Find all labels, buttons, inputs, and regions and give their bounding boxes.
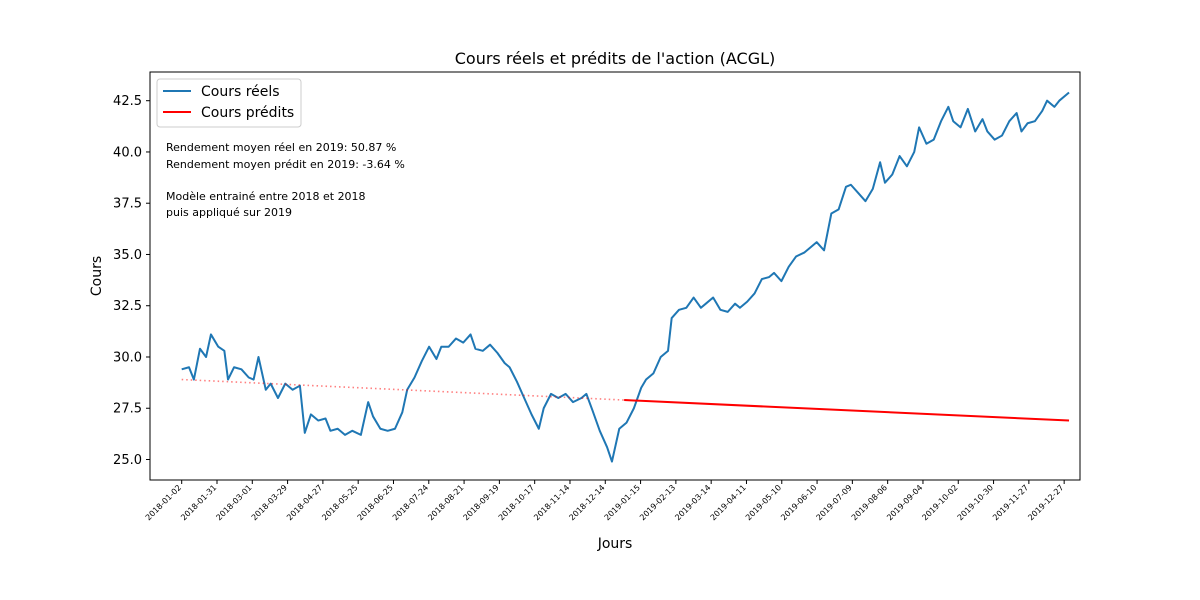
- y-tick-label: 42.5: [113, 94, 142, 109]
- y-axis: 25.0 27.5 30.0 32.5 35.0 37.5 40.0 42.5: [113, 94, 150, 468]
- series-line-predicted: [624, 399, 1070, 422]
- y-axis-title: Cours: [89, 256, 105, 296]
- x-tick-label: 2018-06-25: [356, 483, 395, 522]
- x-tick-label: 2019-05-10: [744, 483, 783, 522]
- x-tick-label: 2019-12-27: [1026, 483, 1065, 522]
- x-tick-label: 2019-01-15: [603, 483, 642, 522]
- x-tick-label: 2018-10-17: [497, 483, 536, 522]
- legend-label-real: Cours réels: [201, 84, 280, 100]
- x-tick-label: 2018-03-01: [214, 483, 253, 522]
- y-tick-label: 27.5: [113, 402, 142, 417]
- x-tick-label: 2019-06-10: [779, 483, 818, 522]
- x-axis: 2018-01-022018-01-312018-03-012018-03-29…: [144, 480, 1066, 522]
- x-tick-label: 2018-04-27: [285, 483, 324, 522]
- x-tick-label: 2018-03-29: [250, 483, 289, 522]
- x-tick-label: 2019-04-11: [709, 483, 748, 522]
- x-axis-title: Jours: [597, 536, 633, 552]
- x-tick-label: 2019-10-30: [956, 483, 995, 522]
- legend: Cours réels Cours prédits: [156, 78, 302, 128]
- x-tick-label: 2019-11-27: [991, 483, 1030, 522]
- annotation-applied-year: puis appliqué sur 2019: [166, 206, 292, 219]
- series-line-real: [181, 91, 1070, 463]
- y-tick-label: 37.5: [113, 197, 142, 212]
- x-tick-label: 2018-09-19: [462, 483, 501, 522]
- y-tick-label: 32.5: [113, 299, 142, 314]
- annotations: Rendement moyen réel en 2019: 50.87 % Re…: [166, 141, 405, 219]
- annotation-training-range: Modèle entrainé entre 2018 et 2018: [166, 190, 366, 203]
- x-tick-label: 2018-08-21: [426, 483, 465, 522]
- x-tick-label: 2019-02-13: [638, 483, 677, 522]
- x-tick-label: 2018-12-14: [567, 483, 606, 522]
- x-tick-label: 2019-03-14: [673, 483, 712, 522]
- annotation-predicted-return: Rendement moyen prédit en 2019: -3.64 %: [166, 158, 405, 171]
- y-tick-label: 30.0: [113, 350, 142, 365]
- legend-label-predicted: Cours prédits: [201, 105, 294, 121]
- x-tick-label: 2018-07-24: [391, 483, 430, 522]
- x-tick-label: 2019-10-02: [920, 483, 959, 522]
- plot-series: [181, 91, 1070, 463]
- y-tick-label: 35.0: [113, 248, 142, 263]
- x-tick-label: 2018-01-02: [144, 483, 183, 522]
- x-tick-label: 2018-01-31: [179, 483, 218, 522]
- chart-title: Cours réels et prédits de l'action (ACGL…: [455, 49, 776, 68]
- y-tick-label: 25.0: [113, 453, 142, 468]
- y-tick-label: 40.0: [113, 145, 142, 160]
- plot-frame: [149, 71, 1081, 481]
- x-tick-label: 2019-07-09: [815, 483, 854, 522]
- annotation-real-return: Rendement moyen réel en 2019: 50.87 %: [166, 141, 396, 154]
- x-tick-label: 2019-09-04: [885, 483, 924, 522]
- x-tick-label: 2018-11-14: [532, 483, 571, 522]
- x-tick-label: 2019-08-06: [850, 483, 889, 522]
- series-line-fitted: [181, 378, 625, 401]
- legend-box: [156, 78, 302, 128]
- x-tick-label: 2018-05-25: [320, 483, 359, 522]
